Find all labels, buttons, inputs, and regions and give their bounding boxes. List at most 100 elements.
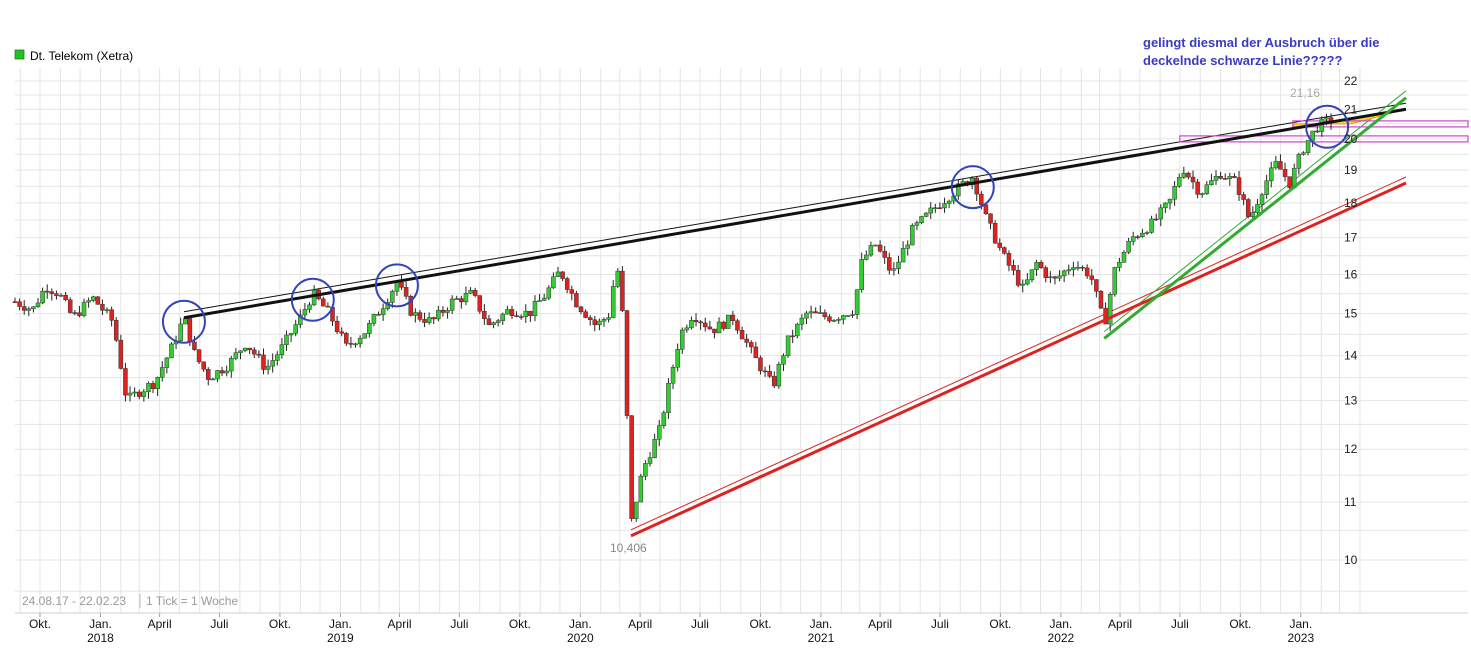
trendlines-thin (183, 90, 1407, 531)
x-tick-label: April (388, 617, 412, 631)
candle-body (712, 328, 717, 334)
candle-body (196, 349, 202, 363)
candle-body (1227, 176, 1233, 179)
candle-body (652, 439, 657, 458)
y-tick-label: 10 (1344, 553, 1358, 567)
candle-body (1176, 177, 1182, 187)
candle-body (49, 291, 55, 294)
candle-body (560, 271, 565, 279)
candle-body (1006, 253, 1012, 266)
candle-body (325, 305, 331, 308)
candle-body (1103, 307, 1108, 325)
candle-body (1195, 181, 1200, 195)
candle-body (408, 296, 413, 316)
candle-body (546, 287, 552, 299)
candle-body (1084, 267, 1090, 277)
candle-body (491, 322, 496, 325)
candle-body (877, 244, 883, 252)
candle-body (643, 463, 648, 477)
candle-body (569, 289, 575, 294)
candle-body (1126, 241, 1131, 253)
highlight-circle (950, 165, 995, 210)
candle-body (1315, 130, 1320, 133)
x-tick-label: Juli (210, 617, 228, 631)
candle-body (256, 353, 262, 356)
candle-body (679, 329, 685, 350)
candle-body (399, 281, 404, 288)
x-tick-year: 2023 (1287, 631, 1314, 645)
x-tick-label: Okt. (509, 617, 531, 631)
horizontal-zone (1179, 135, 1469, 143)
candle-body (684, 327, 690, 331)
candle-body (578, 306, 584, 312)
candle-body (183, 318, 188, 325)
candle-body (463, 293, 469, 303)
candle-body (928, 207, 933, 214)
x-tick-label: Okt. (1229, 617, 1251, 631)
candle-body (900, 248, 906, 263)
candle-body (1071, 267, 1076, 270)
candle-body (1186, 172, 1191, 178)
candle-body (146, 383, 151, 393)
candle-body (1020, 283, 1025, 286)
candle-body (155, 377, 160, 389)
x-tick-label: Juli (1171, 617, 1189, 631)
candle-body (357, 337, 363, 345)
candle-body (118, 339, 124, 369)
candle-body (242, 347, 248, 352)
candle-body (141, 391, 147, 397)
x-tick-label: April (628, 617, 652, 631)
candle-body (1153, 218, 1159, 221)
candle-body (1144, 232, 1150, 234)
highlight-circle (374, 263, 419, 308)
candle-body (850, 314, 855, 316)
candlesticks (12, 113, 1334, 522)
candle-body (12, 301, 18, 303)
candle-body (486, 318, 492, 325)
candle-body (767, 371, 772, 377)
candle-body (426, 317, 432, 323)
candle-body (730, 314, 736, 321)
candle-body (127, 392, 133, 396)
candle-body (482, 310, 487, 320)
candle-body (666, 382, 671, 413)
candle-body (58, 294, 64, 297)
candle-body (1287, 176, 1292, 188)
x-tick-label: Okt. (29, 617, 51, 631)
candle-body (1301, 152, 1306, 155)
candle-body (1075, 267, 1081, 269)
candle-body (210, 378, 216, 381)
candle-body (454, 298, 460, 300)
candle-body (1029, 269, 1035, 281)
candle-body (247, 347, 252, 351)
candle-body (302, 309, 308, 316)
y-tick-label: 17 (1344, 231, 1358, 245)
candle-body (523, 310, 529, 317)
candle-body (1282, 169, 1288, 177)
x-tick-year: 2020 (567, 631, 594, 645)
candle-body (1324, 117, 1329, 120)
candle-body (224, 370, 229, 374)
x-tick-label: Jan. (329, 617, 352, 631)
candle-body (937, 207, 943, 209)
y-tick-label: 18 (1344, 196, 1358, 210)
highlight-circle (161, 299, 206, 344)
candle-body (413, 312, 418, 316)
candle-body (725, 314, 731, 329)
candle-body (219, 370, 225, 374)
candle-body (942, 203, 947, 209)
x-tick-year: 2022 (1048, 631, 1075, 645)
trendline-red (630, 181, 1407, 538)
candle-body (1140, 232, 1145, 237)
candle-body (1278, 161, 1283, 170)
candle-body (804, 312, 809, 319)
candle-body (477, 295, 483, 312)
candle-body (1163, 202, 1168, 209)
candle-body (592, 319, 598, 326)
highlight-circle (1305, 104, 1350, 149)
candle-body (887, 257, 892, 271)
candle-body (265, 365, 271, 370)
candle-body (831, 320, 837, 322)
